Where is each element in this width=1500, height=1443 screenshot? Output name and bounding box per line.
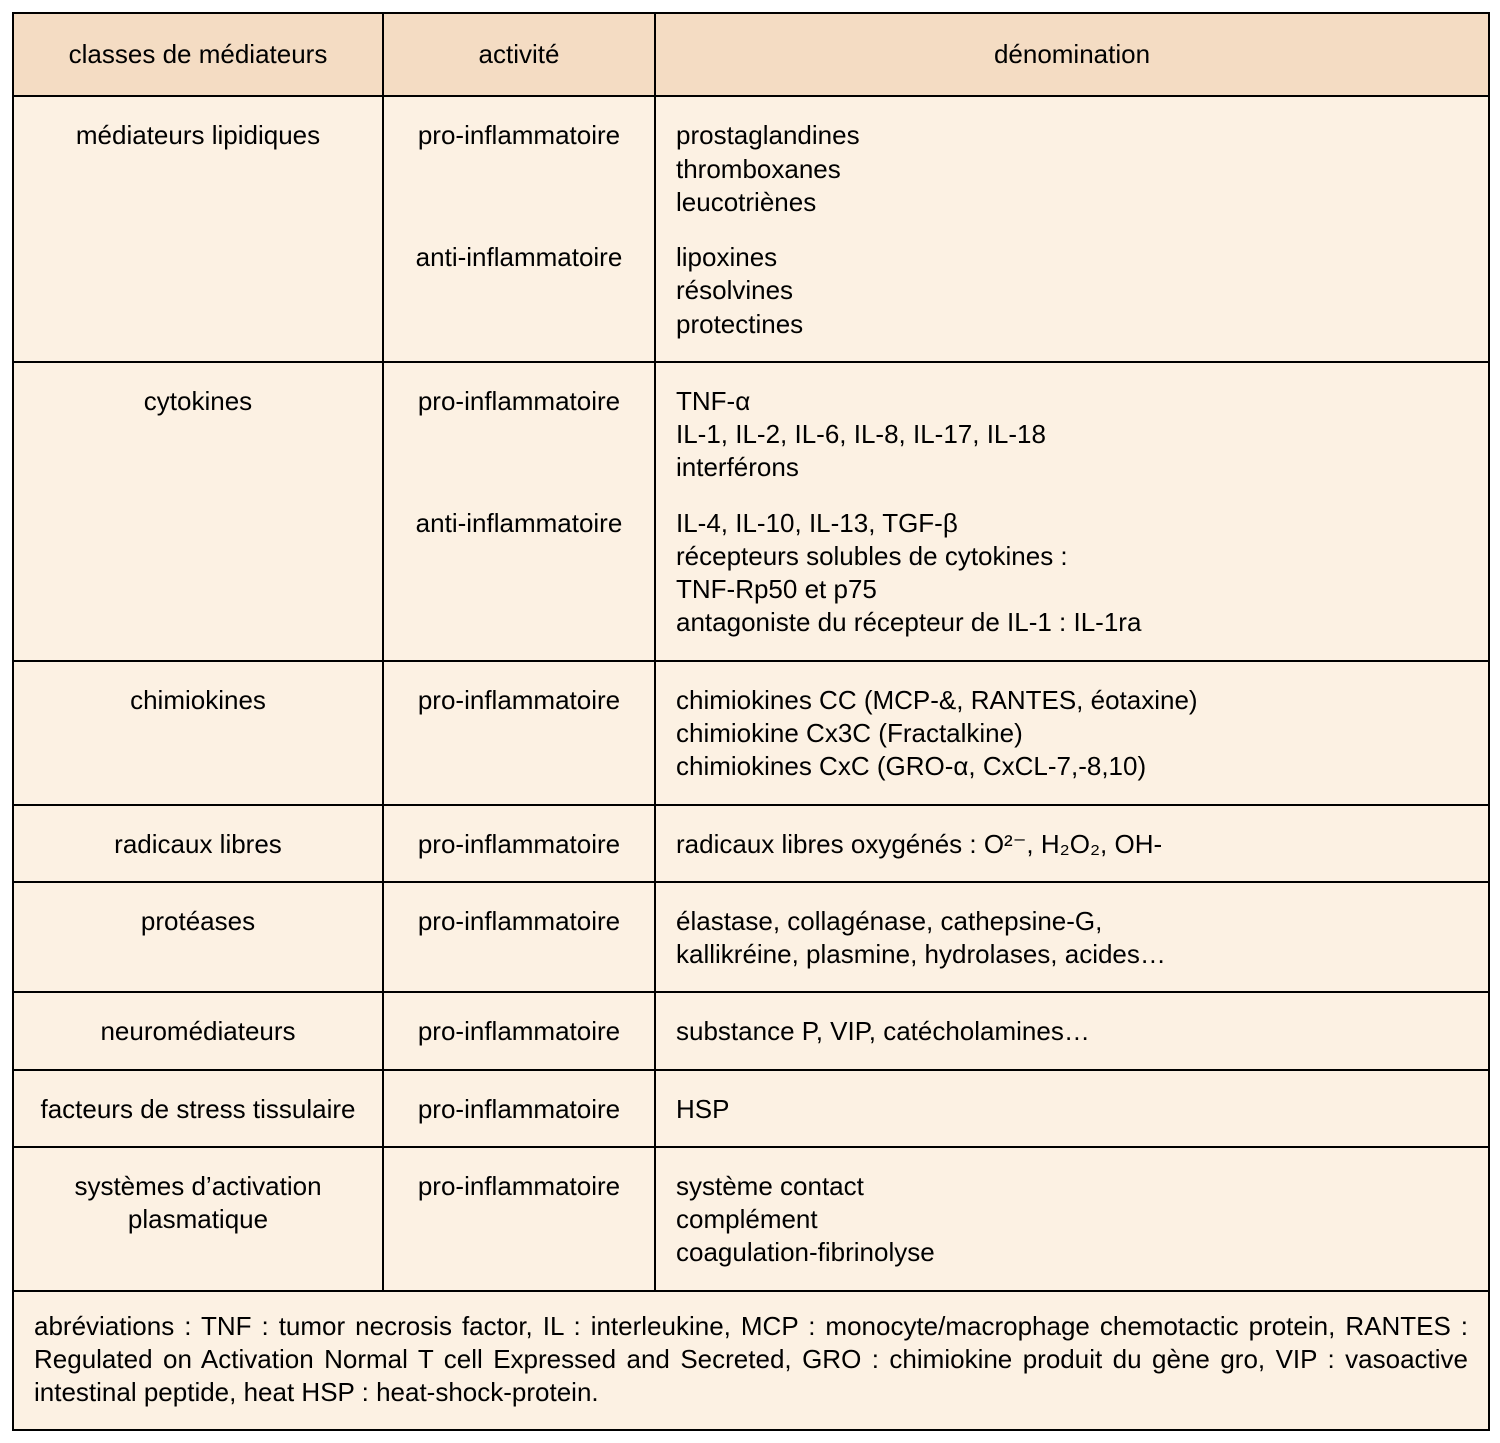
activity-label: pro-inflammatoire bbox=[404, 1093, 634, 1126]
activity-label: anti-inflammatoire bbox=[404, 241, 634, 274]
mediator-class-label: protéases bbox=[34, 901, 362, 938]
activity-label: anti-inflammatoire bbox=[404, 507, 634, 540]
mediator-class-label: cytokines bbox=[34, 381, 362, 418]
activity-cell: pro-inflammatoire bbox=[383, 882, 655, 993]
mediator-class: cytokines bbox=[13, 362, 383, 661]
table-row: cytokines pro-inflammatoire anti-inflamma… bbox=[13, 362, 1489, 661]
table-row: médiateurs lipidiques pro-inflammatoire a… bbox=[13, 96, 1489, 362]
denomination-line: récepteurs solubles de cytokines : bbox=[676, 540, 1468, 573]
mediator-class: neuromédiateurs bbox=[13, 992, 383, 1069]
activity-label: pro-inflammatoire bbox=[404, 828, 634, 861]
mediator-class: protéases bbox=[13, 882, 383, 993]
denomination-line: lipoxines bbox=[676, 241, 1468, 274]
denomination-cell: chimiokines CC (MCP-&, RANTES, éotaxine)… bbox=[655, 661, 1489, 805]
denomination-line: TNF-α bbox=[676, 385, 1468, 418]
header-classes: classes de médiateurs bbox=[13, 13, 383, 96]
activity-cell: pro-inflammatoire bbox=[383, 661, 655, 805]
activity-label: pro-inflammatoire bbox=[404, 905, 634, 938]
denomination-line: IL-4, IL-10, IL-13, TGF-β bbox=[676, 507, 1468, 540]
denomination-line: substance P, VIP, catécholamines… bbox=[676, 1015, 1468, 1048]
table-row: systèmes d’activationplasmatique pro-infl… bbox=[13, 1147, 1489, 1291]
activity-cell: pro-inflammatoire bbox=[383, 805, 655, 882]
denomination-line: IL-1, IL-2, IL-6, IL-8, IL-17, IL-18 bbox=[676, 418, 1468, 451]
activity-cell: pro-inflammatoire anti-inflammatoire bbox=[383, 362, 655, 661]
denomination-line: chimiokines CxC (GRO-α, CxCL-7,-8,10) bbox=[676, 750, 1468, 783]
header-activite: activité bbox=[383, 13, 655, 96]
denomination-cell: HSP bbox=[655, 1070, 1489, 1147]
activity-label: pro-inflammatoire bbox=[404, 1170, 634, 1203]
footer-row: abréviations : TNF : tumor necrosis fact… bbox=[13, 1291, 1489, 1431]
activity-label: pro-inflammatoire bbox=[404, 119, 634, 152]
mediator-class-label: médiateurs lipidiques bbox=[34, 115, 362, 152]
denomination-line: radicaux libres oxygénés : O²⁻, H₂O₂, OH… bbox=[676, 828, 1468, 861]
denomination-line: leucotriènes bbox=[676, 186, 1468, 219]
activity-cell: pro-inflammatoire bbox=[383, 992, 655, 1069]
mediator-class-label: facteurs de stress tissulaire bbox=[34, 1089, 362, 1126]
denomination-line: chimiokine Cx3C (Fractalkine) bbox=[676, 717, 1468, 750]
table-row: neuromédiateurs pro-inflammatoire substanc… bbox=[13, 992, 1489, 1069]
denomination-line: chimiokines CC (MCP-&, RANTES, éotaxine) bbox=[676, 684, 1468, 717]
mediators-table: classes de médiateurs activité dénominat… bbox=[12, 12, 1490, 1431]
denomination-cell: élastase, collagénase, cathepsine-G,kall… bbox=[655, 882, 1489, 993]
mediator-class-label: radicaux libres bbox=[34, 824, 362, 861]
mediator-class: médiateurs lipidiques bbox=[13, 96, 383, 362]
denomination-cell: système contactcomplémentcoagulation-fib… bbox=[655, 1147, 1489, 1291]
denomination-cell: substance P, VIP, catécholamines… bbox=[655, 992, 1489, 1069]
header-row: classes de médiateurs activité dénominat… bbox=[13, 13, 1489, 96]
activity-cell: pro-inflammatoire bbox=[383, 1147, 655, 1291]
denomination-line: complément bbox=[676, 1203, 1468, 1236]
activity-label: pro-inflammatoire bbox=[404, 385, 634, 418]
denomination-line: HSP bbox=[676, 1093, 1468, 1126]
denomination-cell: TNF-αIL-1, IL-2, IL-6, IL-8, IL-17, IL-1… bbox=[655, 362, 1489, 661]
table-row: protéases pro-inflammatoire élastase, col… bbox=[13, 882, 1489, 993]
mediator-class: chimiokines bbox=[13, 661, 383, 805]
mediator-class: systèmes d’activationplasmatique bbox=[13, 1147, 383, 1291]
denomination-line: système contact bbox=[676, 1170, 1468, 1203]
table-row: radicaux libres pro-inflammatoire radicaux… bbox=[13, 805, 1489, 882]
mediator-class: radicaux libres bbox=[13, 805, 383, 882]
denomination-line: thromboxanes bbox=[676, 153, 1468, 186]
activity-label: pro-inflammatoire bbox=[404, 1015, 634, 1048]
denomination-line: coagulation-fibrinolyse bbox=[676, 1236, 1468, 1269]
table-row: facteurs de stress tissulaire pro-inflamm… bbox=[13, 1070, 1489, 1147]
mediator-class-label: chimiokines bbox=[34, 680, 362, 717]
activity-cell: pro-inflammatoire anti-inflammatoire bbox=[383, 96, 655, 362]
denomination-line: élastase, collagénase, cathepsine-G, bbox=[676, 905, 1468, 938]
mediator-class-label: neuromédiateurs bbox=[34, 1011, 362, 1048]
denomination-line: interférons bbox=[676, 451, 1468, 484]
header-denomination: dénomination bbox=[655, 13, 1489, 96]
activity-cell: pro-inflammatoire bbox=[383, 1070, 655, 1147]
mediator-class: facteurs de stress tissulaire bbox=[13, 1070, 383, 1147]
denomination-line: prostaglandines bbox=[676, 119, 1468, 152]
activity-label: pro-inflammatoire bbox=[404, 684, 634, 717]
mediator-class-line: plasmatique bbox=[34, 1203, 362, 1236]
table-body: médiateurs lipidiques pro-inflammatoire a… bbox=[13, 96, 1489, 1290]
mediator-class-line: systèmes d’activation bbox=[34, 1170, 362, 1203]
abbreviations-footer: abréviations : TNF : tumor necrosis fact… bbox=[13, 1291, 1489, 1431]
denomination-line: antagoniste du récepteur de IL-1 : IL-1r… bbox=[676, 606, 1468, 639]
table-row: chimiokines pro-inflammatoire chimiokines… bbox=[13, 661, 1489, 805]
denomination-line: TNF-Rp50 et p75 bbox=[676, 573, 1468, 606]
denomination-line: résolvines bbox=[676, 274, 1468, 307]
denomination-line: protectines bbox=[676, 308, 1468, 341]
denomination-cell: prostaglandinesthromboxanesleucotriènes l… bbox=[655, 96, 1489, 362]
denomination-cell: radicaux libres oxygénés : O²⁻, H₂O₂, OH… bbox=[655, 805, 1489, 882]
denomination-line: kallikréine, plasmine, hydrolases, acide… bbox=[676, 938, 1468, 971]
